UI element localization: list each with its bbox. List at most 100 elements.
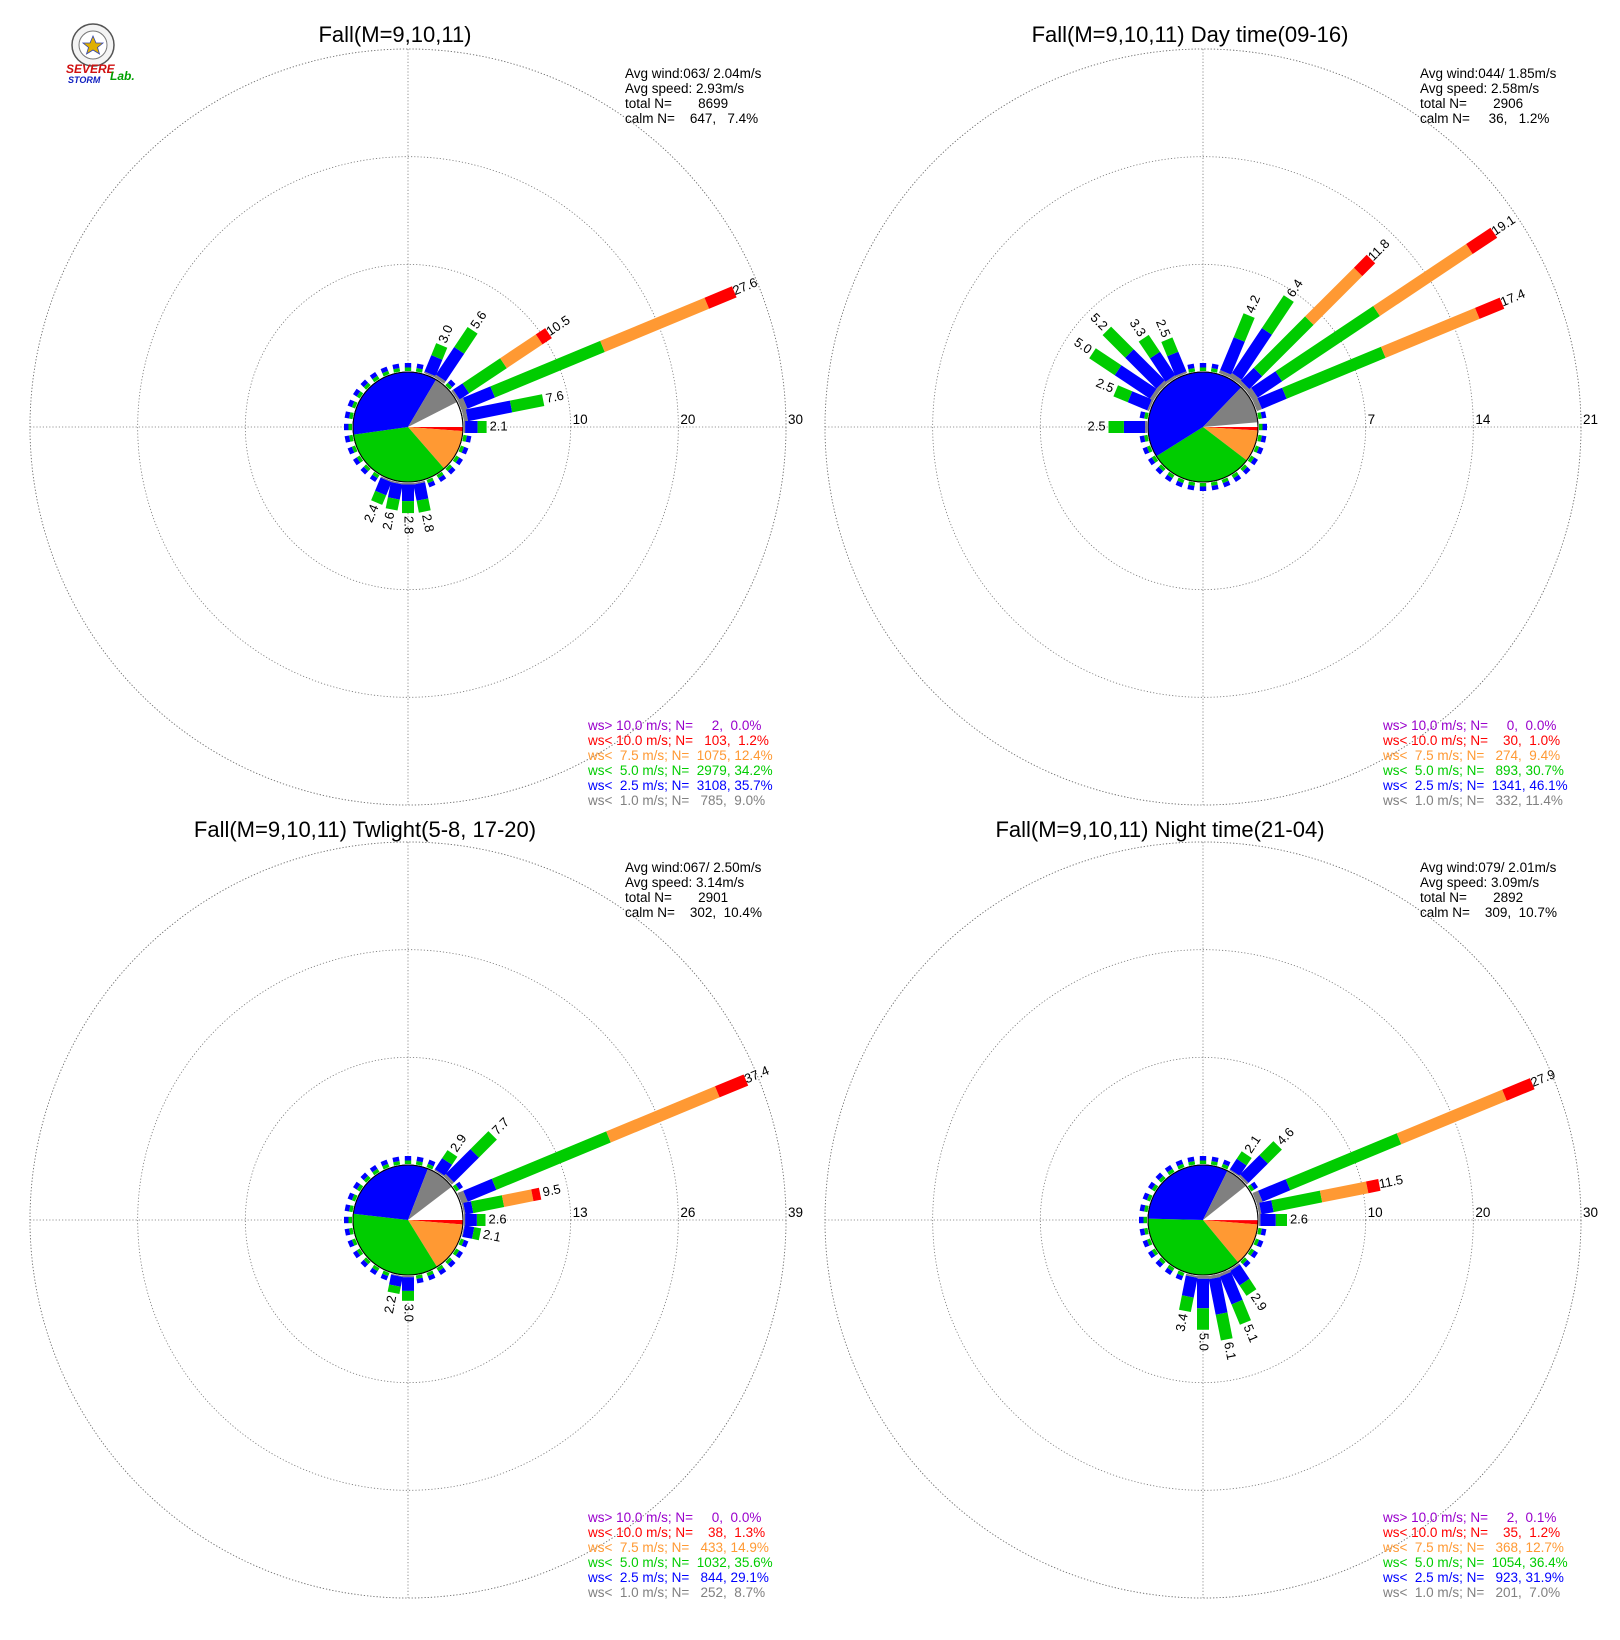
chart-title: Fall(M=9,10,11) Night time(21-04)	[995, 817, 1324, 842]
bar-segment	[416, 363, 424, 370]
legend-entry: ws< 2.5 m/s; N= 3108, 35.7%	[587, 778, 773, 793]
bar-segment	[1222, 1159, 1231, 1167]
bar-segment	[382, 1163, 390, 1170]
bar-value-label: 3.0	[402, 1304, 417, 1322]
bar-segment	[1253, 1238, 1260, 1246]
bar-segment	[465, 400, 513, 422]
bar-segment	[1215, 1312, 1233, 1341]
bar-segment	[1148, 1181, 1156, 1190]
legend-entry: ws< 1.0 m/s; N= 332, 11.4%	[1382, 793, 1563, 808]
bar-segment	[1146, 1238, 1153, 1246]
stat-line: total N= 2901	[625, 890, 728, 905]
bar-segment	[442, 1150, 458, 1165]
bar-segment	[461, 446, 469, 455]
grid-ring	[244, 263, 572, 591]
bar-segment	[344, 435, 351, 443]
bar-segment	[1185, 1273, 1198, 1278]
bar-segment	[1259, 1214, 1261, 1226]
bar-segment	[348, 1216, 352, 1224]
grid-ring	[29, 48, 787, 806]
bar-segment	[704, 286, 737, 309]
bar-segment	[1257, 1227, 1262, 1235]
wind-bar: 3.0	[402, 1276, 417, 1322]
speed-pie	[1147, 371, 1259, 483]
bar-segment	[402, 1276, 414, 1278]
bar-value-label: 2.9	[447, 1131, 470, 1154]
bar-value-label: 5.0	[1071, 334, 1094, 357]
bar-segment	[715, 1074, 749, 1098]
stat-line: Avg speed: 2.58m/s	[1420, 81, 1539, 96]
bar-segment	[353, 1181, 361, 1190]
bar-segment	[445, 1257, 453, 1265]
bar-segment	[1167, 351, 1187, 376]
bar-segment	[509, 394, 545, 413]
bar-segment	[1164, 1165, 1173, 1173]
bar-segment	[1210, 481, 1218, 486]
ring-tick-label: 14	[1475, 412, 1491, 427]
legend-entry: ws< 1.0 m/s; N= 785, 9.0%	[587, 793, 765, 808]
bar-segment	[1208, 1277, 1228, 1315]
bar-segment	[413, 480, 426, 485]
bar-segment	[402, 1290, 414, 1301]
bar-value-label: 7.7	[489, 1114, 512, 1137]
bar-segment	[1114, 365, 1157, 399]
bar-segment	[451, 389, 460, 401]
bar-segment	[369, 372, 378, 380]
polar-grid: 10 20 30	[29, 48, 803, 806]
stat-line: total N= 2892	[1420, 890, 1523, 905]
pie-slice	[1203, 1220, 1258, 1263]
bar-segment	[1175, 480, 1184, 488]
bar-segment	[1164, 474, 1173, 482]
ring-tick-label: 26	[680, 1205, 695, 1220]
bar-segment	[452, 1184, 460, 1192]
bar-segment	[1210, 1161, 1218, 1166]
legend-entry: ws< 10.0 m/s; N= 38, 1.3%	[587, 1525, 765, 1540]
bar-segment	[356, 455, 364, 463]
bar-segment	[1239, 1278, 1257, 1296]
bar-segment	[462, 1225, 475, 1239]
bar-segment	[1396, 1089, 1507, 1145]
bar-segment	[1260, 435, 1267, 443]
bar-segment	[402, 484, 414, 502]
legend-entry: ws< 7.5 m/s; N= 433, 14.9%	[587, 1540, 769, 1555]
bar-segment	[344, 1228, 351, 1236]
bar-segment	[1233, 474, 1242, 482]
bar-segment	[465, 421, 478, 433]
bar-segment	[372, 471, 380, 479]
bar-segment	[1242, 466, 1251, 475]
legend-entry: ws< 5.0 m/s; N= 1054, 36.4%	[1382, 1555, 1568, 1570]
bar-segment	[457, 397, 468, 412]
bar-segment	[347, 399, 355, 408]
stat-line: total N= 2906	[1420, 96, 1523, 111]
wind-bar: 10.5	[451, 312, 573, 401]
bar-segment	[356, 391, 364, 399]
logo-lab-text: Lab.	[110, 69, 135, 83]
bar-segment	[600, 297, 710, 352]
speed-pie	[352, 1164, 464, 1276]
bar-segment	[1240, 464, 1248, 472]
wind-bar: 6.1	[1208, 1273, 1239, 1361]
logo-storm-text: STORM	[68, 75, 101, 85]
bar-segment	[1247, 1184, 1255, 1192]
wind-bar: 4.2	[1218, 293, 1263, 378]
wind-bar: 2.1	[464, 418, 508, 433]
speed-pie	[352, 371, 464, 483]
pie-slice	[1156, 427, 1247, 482]
bar-segment	[1230, 1264, 1250, 1286]
bar-segment	[431, 343, 448, 360]
legend-entry: ws> 10.0 m/s; N= 2, 0.0%	[587, 718, 761, 733]
ring-tick-label: 20	[680, 412, 695, 427]
bar-segment	[491, 1131, 611, 1190]
bar-segment	[436, 471, 444, 479]
bar-segment	[415, 368, 423, 373]
bar-segment	[447, 379, 456, 388]
bar-segment	[1187, 484, 1195, 491]
bar-segment	[426, 1163, 434, 1170]
bar-value-label: 2.2	[381, 1294, 399, 1315]
direction-bars: 3.0 5.6 10.5 27.6 7.6 2.1 2.82.8 2.62.4	[344, 275, 760, 534]
bar-segment	[375, 477, 392, 496]
bar-segment	[1285, 1133, 1402, 1191]
grid-ring	[1039, 1056, 1367, 1384]
bar-segment	[344, 1204, 351, 1212]
